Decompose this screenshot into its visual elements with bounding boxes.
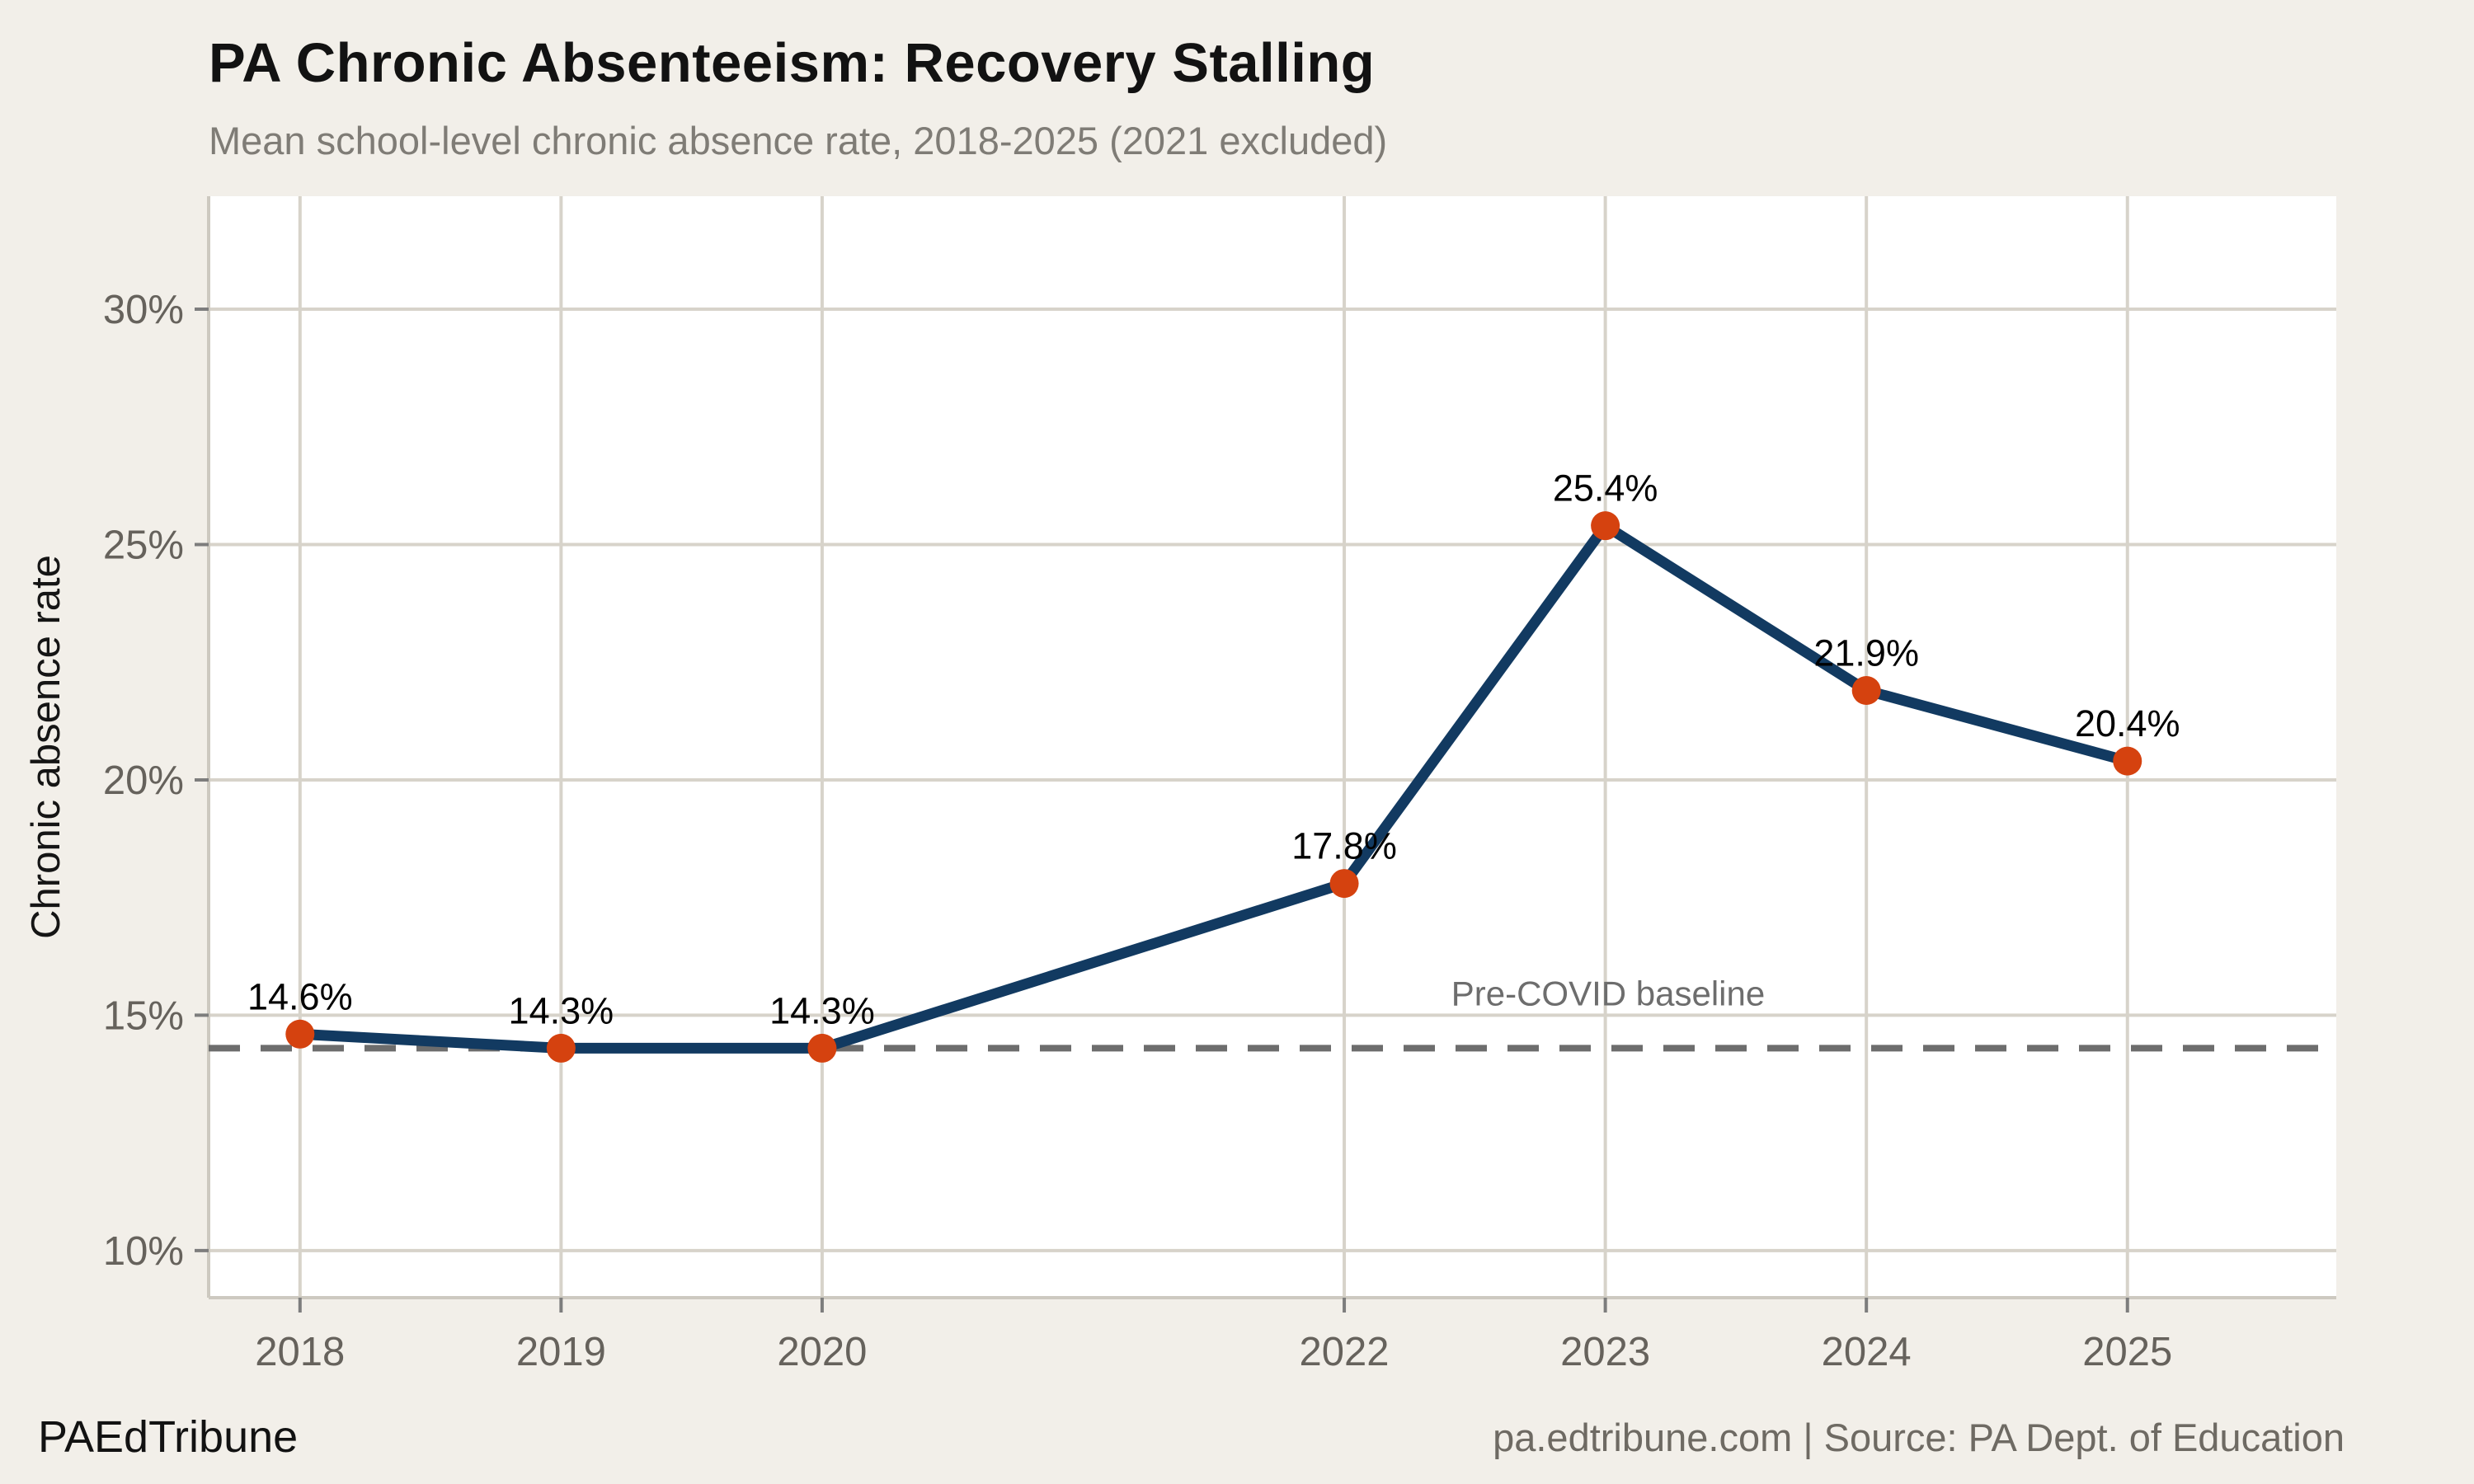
chart-title: PA Chronic Absenteeism: Recovery Stallin… <box>209 32 1376 94</box>
plot-panel <box>209 196 2336 1298</box>
x-tick-label: 2025 <box>2082 1330 2172 1374</box>
y-tick-label: 30% <box>103 288 184 332</box>
data-point-label: 14.3% <box>769 989 875 1031</box>
data-point-label: 14.3% <box>509 989 614 1031</box>
y-tick-label: 10% <box>103 1229 184 1274</box>
x-tick-label: 2022 <box>1300 1330 1390 1374</box>
y-tick-label: 15% <box>103 993 184 1038</box>
data-point-label: 14.6% <box>247 975 353 1017</box>
data-point-label: 21.9% <box>1813 632 1919 674</box>
baseline-annotation: Pre-COVID baseline <box>1451 974 1765 1012</box>
data-point-label: 25.4% <box>1553 467 1658 510</box>
brand-logo-text: PAEdTribune <box>38 1412 299 1462</box>
x-tick-label: 2019 <box>516 1330 606 1374</box>
data-point-label: 17.8% <box>1291 825 1397 867</box>
x-tick-label: 2018 <box>255 1330 345 1374</box>
data-point <box>285 1019 315 1049</box>
y-tick-label: 20% <box>103 758 184 803</box>
x-tick-label: 2024 <box>1822 1330 1912 1374</box>
data-point <box>1591 511 1620 541</box>
x-tick-label: 2023 <box>1560 1330 1650 1374</box>
chart-subtitle: Mean school-level chronic absence rate, … <box>209 119 1388 162</box>
y-axis-title: Chronic absence rate <box>24 555 68 939</box>
data-point <box>546 1033 576 1063</box>
source-attribution: pa.edtribune.com | Source: PA Dept. of E… <box>1493 1416 2345 1459</box>
y-tick-label: 25% <box>103 523 184 567</box>
data-point <box>807 1033 837 1063</box>
data-point <box>1329 869 1359 899</box>
data-point <box>1851 675 1881 705</box>
data-point-label: 20.4% <box>2075 702 2180 744</box>
x-tick-label: 2020 <box>777 1330 867 1374</box>
data-point <box>2113 746 2142 776</box>
